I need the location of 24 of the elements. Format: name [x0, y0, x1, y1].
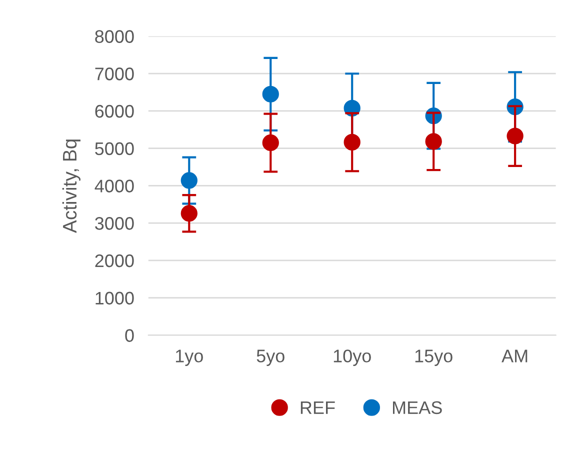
x-tick-label: 1yo — [176, 350, 203, 366]
y-tick-label: 7000 — [95, 68, 134, 80]
y-tick-label: 3000 — [95, 217, 134, 230]
x-tick-label: 15yo — [415, 350, 452, 366]
y-tick-label: 5000 — [95, 142, 134, 156]
point — [180, 172, 198, 189]
legend-label: REF — [300, 401, 335, 414]
y-tick-label: 2000 — [95, 254, 134, 268]
y-tick-label: 4000 — [94, 180, 134, 192]
point — [180, 205, 198, 222]
x-tick-label: 10yo — [334, 350, 371, 366]
point — [262, 134, 279, 152]
y-tick-label: 6000 — [95, 104, 134, 118]
y-axis-title: Activity, Bq — [62, 140, 80, 234]
x-tick-label: AM — [502, 350, 528, 362]
point — [425, 133, 442, 150]
y-tick-label: 8000 — [95, 30, 134, 43]
legend-label: MEAS — [393, 401, 442, 414]
y-tick-label: 1000 — [96, 292, 134, 305]
x-tick-label: 5yo — [256, 350, 284, 366]
point — [344, 134, 360, 151]
point — [262, 86, 279, 102]
point — [506, 128, 524, 144]
y-tick-label: 0 — [125, 329, 134, 342]
